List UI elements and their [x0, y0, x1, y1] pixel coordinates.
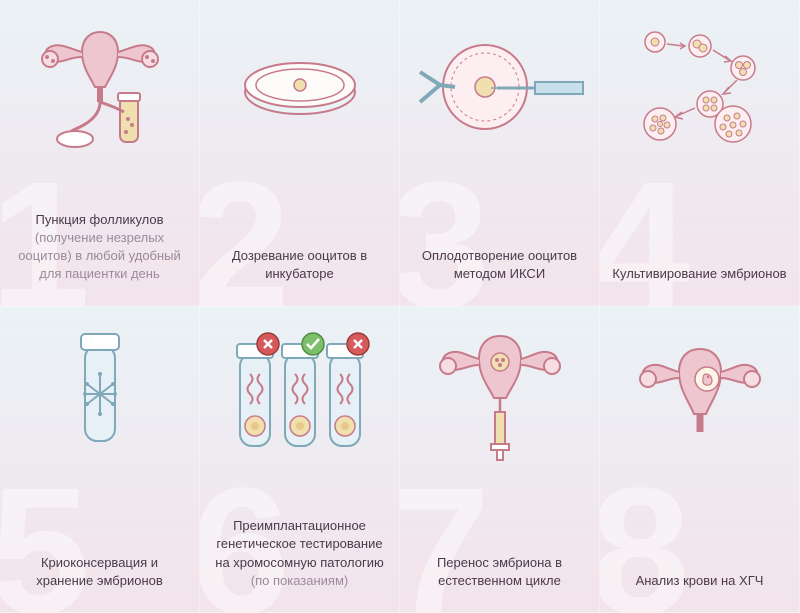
step-3-card: 3 Оплодотворение ооцитов методом ИКСИ [400, 0, 600, 307]
step-number: 5 [0, 462, 82, 613]
step-4-card: 4 Культивирование эмбрионов [600, 0, 800, 307]
step-7-card: 7 Перенос эмбриона в естественном цикле [400, 307, 600, 613]
uterus-pregnancy-icon [608, 319, 791, 469]
step-label: Пункция фолликулов (получение незрелых о… [8, 211, 191, 284]
step-title: Пункция фолликулов [35, 212, 163, 227]
icsi-needle-icon [408, 12, 591, 162]
step-2-card: 2 Дозревание ооцитов в инкубаторе [200, 0, 400, 307]
step-number: 4 [600, 156, 682, 307]
embryo-growth-icon [608, 12, 791, 162]
step-title: Перенос эмбриона в естественном цикле [437, 555, 562, 588]
step-title: Оплодотворение ооцитов методом ИКСИ [422, 248, 577, 281]
step-number: 8 [600, 462, 682, 613]
step-number: 7 [400, 462, 482, 613]
step-label: Анализ крови на ХГЧ [632, 572, 768, 590]
step-title: Анализ крови на ХГЧ [636, 573, 764, 588]
step-number: 3 [400, 156, 482, 307]
step-title: Культивирование эмбрионов [612, 266, 786, 281]
step-number: 2 [200, 156, 282, 307]
step-sub: (получение незрелых ооцитов) в любой удо… [18, 230, 181, 281]
step-title: Криоконсервация и хранение эмбрионов [36, 555, 163, 588]
step-1-card: 1 Пункция фолликулов [0, 0, 200, 307]
genetic-test-tubes-icon [208, 319, 391, 469]
step-title: Преимплантационное генетическое тестиров… [215, 518, 383, 569]
step-label: Криоконсервация и хранение эмбрионов [8, 554, 191, 590]
uterus-extraction-icon [8, 12, 191, 162]
step-5-card: 5 Криоконсервация и хранение эмбрионов [0, 307, 200, 613]
step-sub: (по показаниям) [251, 573, 348, 588]
infographic-grid: 1 Пункция фолликулов [0, 0, 800, 613]
cryo-tube-icon [8, 319, 191, 469]
step-title: Дозревание ооцитов в инкубаторе [232, 248, 367, 281]
step-label: Перенос эмбриона в естественном цикле [408, 554, 591, 590]
step-label: Оплодотворение ооцитов методом ИКСИ [408, 247, 591, 283]
petri-dish-icon [208, 12, 391, 162]
step-8-card: 8 Анализ крови на ХГЧ [600, 307, 800, 613]
step-label: Культивирование эмбрионов [608, 265, 790, 283]
step-label: Преимплантационное генетическое тестиров… [208, 517, 391, 590]
uterus-transfer-icon [408, 319, 591, 469]
step-6-card: 6 П [200, 307, 400, 613]
step-label: Дозревание ооцитов в инкубаторе [208, 247, 391, 283]
